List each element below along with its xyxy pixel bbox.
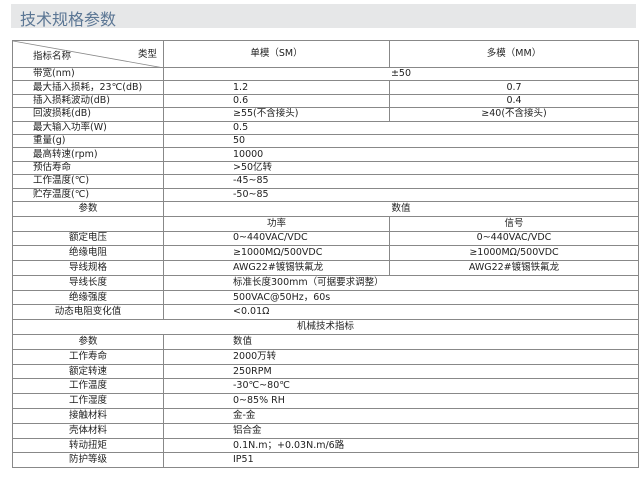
row-label: 带宽(nm) bbox=[12, 66, 164, 82]
row-value: 0~85% RH bbox=[163, 393, 639, 410]
power-value: ≥1000MΩ/500VDC bbox=[163, 245, 390, 262]
row-label: 绝缘强度 bbox=[12, 289, 164, 306]
row-label: 最高转速(rpm) bbox=[12, 147, 164, 162]
row-label: 工作寿命 bbox=[12, 348, 164, 365]
row-value: 10000 bbox=[163, 147, 639, 162]
sm-value: ≥55(不含接头) bbox=[163, 107, 390, 122]
row-label: 回波损耗(dB) bbox=[12, 107, 164, 122]
row-label: 最大插入损耗，23℃(dB) bbox=[12, 80, 164, 95]
row-label: 工作温度(℃) bbox=[12, 174, 164, 189]
mech-param-header: 参数 bbox=[12, 334, 164, 350]
power-value: 0~440VAC/VDC bbox=[163, 230, 390, 247]
elec-value-header: 数值 bbox=[163, 200, 639, 217]
row-label: 工作温度 bbox=[12, 378, 164, 395]
mm-value: 0.4 bbox=[389, 93, 639, 109]
sm-value: 1.2 bbox=[163, 80, 390, 95]
signal-value: AWG22#镀锡铁氟龙 bbox=[389, 260, 639, 276]
header-diagonal-cell: 类型 指标名称 bbox=[12, 40, 164, 68]
row-label: 导线规格 bbox=[12, 260, 164, 276]
row-label: 重量(g) bbox=[12, 133, 164, 149]
row-value: 50 bbox=[163, 133, 639, 149]
row-value: -50~85 bbox=[163, 187, 639, 202]
row-label: 绝缘电阻 bbox=[12, 245, 164, 262]
section-title: 技术规格参数 bbox=[20, 10, 117, 29]
row-value: -30℃~80℃ bbox=[163, 378, 639, 395]
row-label: 转动扭矩 bbox=[12, 437, 164, 454]
type-label: 类型 bbox=[137, 49, 157, 60]
row-label: 工作湿度 bbox=[12, 393, 164, 410]
row-label: 插入损耗波动(dB) bbox=[12, 93, 164, 109]
row-label: 接触材料 bbox=[12, 408, 164, 424]
mm-value: ≥40(不含接头) bbox=[389, 107, 639, 122]
row-value: 铝合金 bbox=[163, 422, 639, 439]
row-value: >50亿转 bbox=[163, 160, 639, 176]
header-sm: 单模（SM） bbox=[163, 40, 390, 68]
row-label: 贮存温度(℃) bbox=[12, 187, 164, 202]
row-label: 额定电压 bbox=[12, 230, 164, 247]
power-header: 功率 bbox=[163, 215, 390, 232]
row-label: 壳体材料 bbox=[12, 422, 164, 439]
row-label: 最大输入功率(W) bbox=[12, 120, 164, 135]
row-value: 0.1N.m；+0.03N.m/6路 bbox=[163, 437, 639, 454]
mechanical-title: 机械技术指标 bbox=[12, 319, 639, 336]
row-value: 500VAC@50Hz，60s bbox=[163, 289, 639, 306]
signal-value: ≥1000MΩ/500VDC bbox=[389, 245, 639, 262]
row-value: ±50 bbox=[163, 66, 639, 82]
empty-cell bbox=[12, 215, 164, 232]
mech-value-header: 数值 bbox=[163, 334, 639, 350]
name-label: 指标名称 bbox=[33, 51, 72, 62]
row-label: 动态电阻变化值 bbox=[12, 304, 164, 321]
row-label: 预估寿命 bbox=[12, 160, 164, 176]
row-value: 金-金 bbox=[163, 408, 639, 424]
signal-value: 0~440VAC/VDC bbox=[389, 230, 639, 247]
row-value: <0.01Ω bbox=[163, 304, 639, 321]
row-value: IP51 bbox=[163, 452, 639, 469]
signal-header: 信号 bbox=[389, 215, 639, 232]
section-title-bar: 技术规格参数 bbox=[11, 4, 636, 29]
row-value: 0.5 bbox=[163, 120, 639, 135]
sm-value: 0.6 bbox=[163, 93, 390, 109]
row-value: 250RPM bbox=[163, 363, 639, 380]
row-value: 标准长度300mm（可据要求调整） bbox=[163, 274, 639, 291]
row-label: 导线长度 bbox=[12, 274, 164, 291]
power-value: AWG22#镀锡铁氟龙 bbox=[163, 260, 390, 276]
row-value: 2000万转 bbox=[163, 348, 639, 365]
spec-table: 类型 指标名称 单模（SM） 多模（MM） 带宽(nm) ±50 最大插入损耗，23… bbox=[12, 40, 639, 469]
mm-value: 0.7 bbox=[389, 80, 639, 95]
row-value: -45~85 bbox=[163, 174, 639, 189]
row-label: 防护等级 bbox=[12, 452, 164, 469]
header-mm: 多模（MM） bbox=[389, 40, 639, 68]
row-label: 额定转速 bbox=[12, 363, 164, 380]
elec-param-header: 参数 bbox=[12, 200, 164, 217]
